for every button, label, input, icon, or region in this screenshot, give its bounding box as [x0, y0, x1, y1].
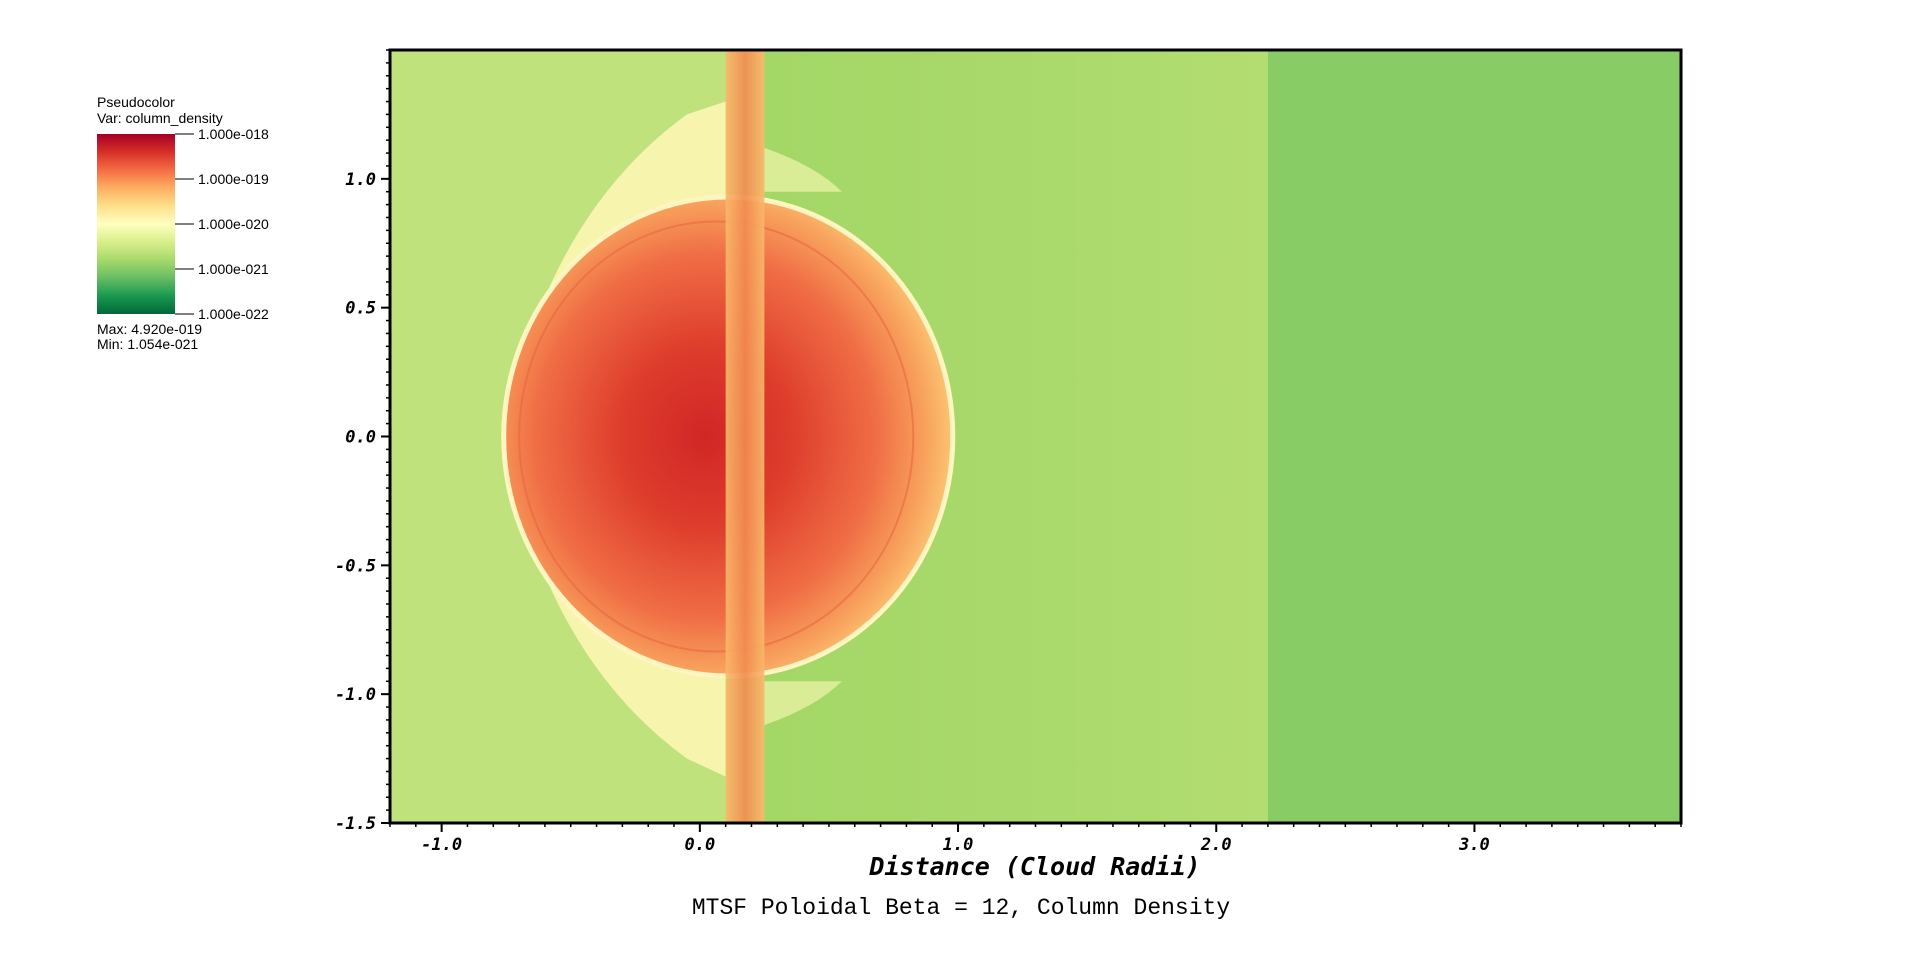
legend-min: Min: 1.054e-021 [97, 336, 198, 352]
wake-wing-bottom [764, 681, 842, 726]
axes: -1.0 0.0 1.0 2.0 3.0 -1.5 -1.0 -0.5 0.0 0.5 1.0 [335, 49, 1682, 855]
color-legend: Pseudocolor Var: column_density 1.000e-0… [97, 94, 269, 352]
x-axis-title: Distance (Cloud Radii) [868, 852, 1200, 881]
y-tick-label: 0.5 [345, 299, 376, 319]
x-tick-label: 1.0 [943, 835, 974, 855]
y-tick-label: -1.0 [335, 685, 376, 705]
x-tick-label: 2.0 [1200, 835, 1232, 855]
colorbar-tick-label: 1.000e-019 [198, 171, 269, 187]
vertical-filament [725, 50, 765, 823]
background-downstream [1267, 50, 1681, 823]
colorbar [97, 134, 175, 314]
legend-variable: Var: column_density [97, 110, 223, 126]
colorbar-tick-label: 1.000e-020 [198, 216, 269, 232]
y-tick-label: 1.0 [345, 170, 376, 190]
x-tick-label: 3.0 [1458, 835, 1490, 855]
y-tick-label: 0.0 [345, 428, 376, 448]
x-tick-label: 0.0 [684, 835, 715, 855]
y-tick-label: -0.5 [335, 556, 376, 576]
legend-max: Max: 4.920e-019 [97, 321, 202, 337]
x-tick-label: -1.0 [421, 835, 462, 855]
chart-title: MTSF Poloidal Beta = 12, Column Density [692, 895, 1230, 921]
colorbar-tick-label: 1.000e-022 [198, 306, 269, 322]
legend-plot-type: Pseudocolor [97, 94, 175, 110]
colorbar-tick-label: 1.000e-018 [198, 126, 269, 142]
colorbar-ticks: 1.000e-018 1.000e-019 1.000e-020 1.000e-021… [175, 126, 269, 322]
wake-wing-top [764, 147, 842, 192]
colorbar-tick-label: 1.000e-021 [198, 261, 269, 277]
cloud-inner-ring [518, 220, 915, 653]
y-tick-label: -1.5 [335, 814, 376, 834]
plot-area [390, 50, 1681, 823]
